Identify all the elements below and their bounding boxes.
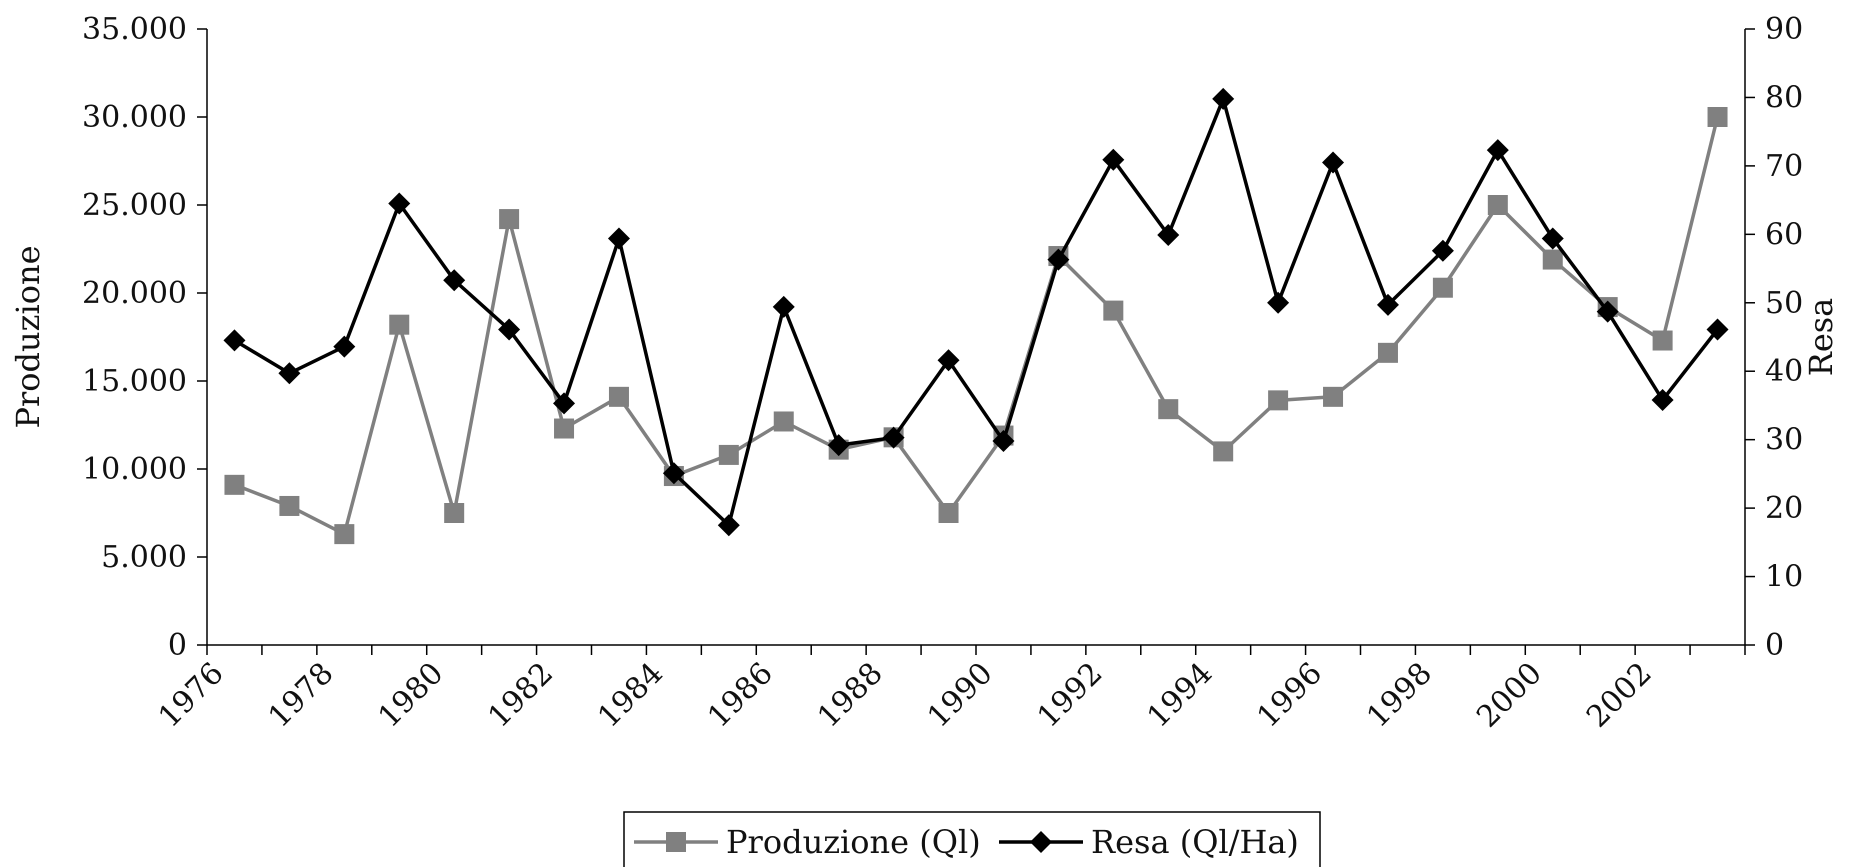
data-point-2 [1431,239,1454,262]
data-point-1 [1487,195,1508,215]
data-point-2 [662,462,685,485]
y-tick-label-right: 0 [1765,628,1784,663]
data-point-2 [1486,139,1509,162]
y-tick-label-right: 80 [1765,80,1803,115]
y-tick-label-right: 70 [1765,149,1803,184]
data-point-2 [388,192,411,215]
data-point-2 [882,426,905,449]
y-tick-label-left: 10.000 [82,452,187,487]
data-point-2 [772,295,795,318]
y-tick-label-left: 20.000 [82,276,187,311]
y-tick-label-left: 0 [168,628,187,663]
data-point-1 [224,474,245,495]
data-point-1 [554,418,575,439]
data-point-1 [1268,390,1289,411]
data-point-2 [717,514,740,537]
data-point-2 [1541,227,1564,250]
x-tick-label: 2000 [1470,656,1549,735]
data-point-1 [389,314,410,335]
data-point-2 [333,335,356,358]
data-point-1 [773,411,794,432]
y-axis-title-right: Resa [1802,298,1840,377]
x-tick-label: 1998 [1360,656,1439,735]
legend-label-1: Produzione (Ql) [726,823,981,861]
x-tick-label: 1990 [921,656,1000,735]
data-point-2 [1212,87,1235,110]
data-point-1 [1323,386,1344,407]
data-point-2 [443,269,466,292]
legend-marker-2 [1030,831,1052,853]
x-tick-label: 1996 [1250,656,1329,735]
data-point-1 [279,495,300,516]
x-tick-label: 1978 [262,656,341,735]
x-tick-label: 1994 [1141,656,1220,735]
x-tick-label: 1986 [701,656,780,735]
data-point-1 [444,503,465,523]
data-point-2 [1376,293,1399,316]
y-axis-title-left: Produzione [9,245,47,428]
data-point-1 [334,524,355,545]
data-point-2 [937,349,960,372]
y-tick-label-right: 50 [1765,286,1803,321]
x-tick-label: 2002 [1580,656,1659,735]
data-point-1 [718,444,739,465]
plot-area: 0 5.000 10.000 15.000 20.000 25.000 30.000 35.0… [9,12,1840,735]
x-tick-label: 1992 [1031,656,1110,735]
y-tick-label-right: 20 [1765,491,1803,526]
x-tick-label: 1980 [372,656,451,735]
y-tick-label-right: 60 [1765,217,1803,252]
legend-box [623,811,1321,867]
data-point-2 [827,434,850,457]
y-tick-label-left: 15.000 [82,364,187,399]
data-point-1 [1542,249,1563,270]
data-point-2 [498,318,521,341]
data-point-2 [278,362,301,385]
x-tick-label: 1988 [811,656,890,735]
data-point-2 [1267,291,1290,314]
x-tick-label: 1984 [591,656,670,735]
y-tick-label-right: 40 [1765,354,1803,389]
data-point-1 [938,503,959,523]
data-point-2 [607,227,630,250]
data-point-1 [499,209,520,230]
legend: Produzione (Ql) Resa (Ql/Ha) [623,811,1321,867]
data-point-2 [223,329,246,352]
y-tick-label-right: 30 [1765,423,1803,458]
x-tick-label: 1976 [152,656,231,735]
y-tick-label-left: 5.000 [101,540,187,575]
y-tick-label-left: 35.000 [82,12,187,47]
data-point-1 [1652,330,1673,351]
data-point-2 [1596,300,1619,323]
data-point-1 [1377,342,1398,363]
data-point-1 [608,386,629,407]
data-point-1 [1158,399,1179,420]
y-tick-label-left: 25.000 [82,188,187,223]
legend-label-2: Resa (Ql/Ha) [1091,823,1299,861]
data-point-2 [1706,318,1729,341]
data-point-2 [1651,388,1674,411]
y-tick-label-left: 30.000 [82,100,187,135]
legend-marker-1 [666,832,686,852]
data-point-2 [1102,148,1125,171]
data-point-1 [1432,277,1453,298]
series-line-2 [233,97,1719,527]
y-tick-label-right: 90 [1765,12,1803,47]
data-point-2 [553,392,576,415]
data-point-1 [1707,107,1728,127]
series-line-1 [233,116,1720,536]
data-point-1 [1103,300,1124,321]
data-point-2 [1322,151,1345,174]
data-point-2 [992,430,1015,453]
data-point-2 [1157,224,1180,247]
y-tick-label-right: 10 [1765,560,1803,595]
x-tick-label: 1982 [481,656,560,735]
data-point-1 [1213,441,1234,462]
data-point-2 [1047,248,1070,271]
